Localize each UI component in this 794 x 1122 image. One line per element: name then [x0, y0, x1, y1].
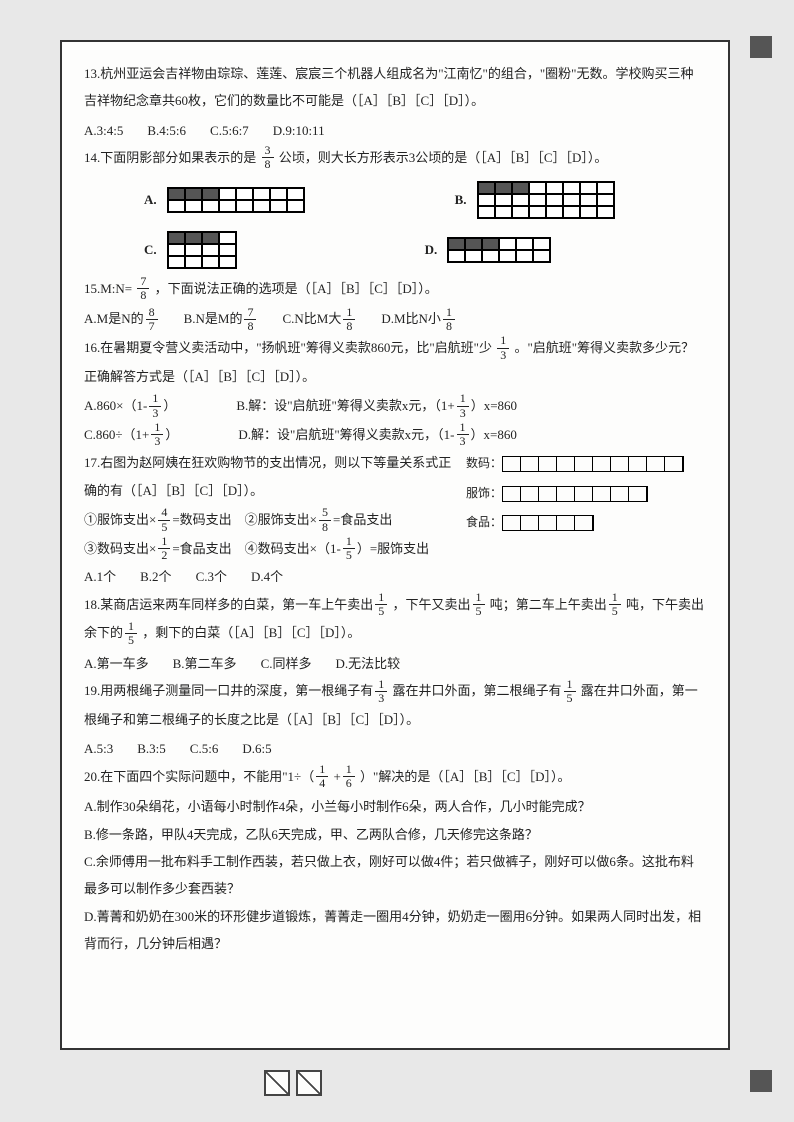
q17-bar2 [502, 486, 648, 502]
q18-A: A.第一车多 [84, 650, 149, 677]
q16-row1: A.860×（1-13） B.解：设"启航班"筹得义卖款x元，（1+13）x=8… [84, 392, 706, 421]
q20-D: D.菁菁和奶奶在300米的环形健步道锻炼，菁菁走一圈用4分钟，奶奶走一圈用6分钟… [84, 903, 706, 958]
q17-bar2-row: 服饰： [466, 479, 684, 506]
q14-A-label: A. [144, 192, 157, 208]
q17: 17.右图为赵阿姨在狂欢购物节的支出情况，则以下等量关系式正确的有（［A］［B］… [84, 449, 706, 504]
footer-box-2 [296, 1070, 322, 1096]
q17-bars: 数码： 服饰： 食品： [466, 449, 684, 535]
q16-frac: 13 [497, 334, 509, 361]
q15-A: A.M是N的87 [84, 305, 160, 334]
q17-D: D.4个 [251, 563, 283, 590]
q15-B: B.N是M的78 [184, 305, 259, 334]
footer-decoration [264, 1070, 322, 1096]
q16-D: D.解：设"启航班"筹得义卖款x元，（1-13）x=860 [238, 421, 516, 450]
page-frame: 13.杭州亚运会吉祥物由琮琮、莲莲、宸宸三个机器人组成名为"江南忆"的组合，"圈… [60, 40, 730, 1050]
q17-A: A.1个 [84, 563, 116, 590]
q13: 13.杭州亚运会吉祥物由琮琮、莲莲、宸宸三个机器人组成名为"江南忆"的组合，"圈… [84, 60, 706, 115]
q17-bar1 [502, 456, 684, 472]
q14-frac: 38 [262, 144, 274, 171]
q18: 18.某商店运来两车同样多的白菜，第一车上午卖出15 ，下午又卖出15 吨；第二… [84, 591, 706, 648]
q16-a: 16.在暑期夏令营义卖活动中，"扬帆班"筹得义卖款860元，比"启航班"少 [84, 340, 492, 355]
q20: 20.在下面四个实际问题中，不能用"1÷（14 +16 ）"解决的是（［A］［B… [84, 763, 706, 792]
q16-row2: C.860÷（1+13） D.解：设"启航班"筹得义卖款x元，（1-13）x=8… [84, 421, 706, 450]
q14-B-label: B. [455, 192, 467, 208]
q15-D: D.M比N小18 [381, 305, 457, 334]
q18-C: C.同样多 [261, 650, 312, 677]
q15-C: C.N比M大18 [282, 305, 357, 334]
q15: 15.M:N= 78 ，下面说法正确的选项是（［A］［B］［C］［D］）。 [84, 275, 706, 304]
q17-options: A.1个 B.2个 C.3个 D.4个 [84, 563, 706, 590]
q13-options: A.3:4:5 B.4:5:6 C.5:6:7 D.9:10:11 [84, 117, 706, 144]
q13-A: A.3:4:5 [84, 117, 123, 144]
q14-C-wrap: C. [144, 231, 237, 269]
q14-a: 14.下面阴影部分如果表示的是 [84, 150, 256, 165]
q14: 14.下面阴影部分如果表示的是 38 公顷，则大长方形表示3公顷的是（［A］［B… [84, 144, 706, 173]
q16-B: B.解：设"启航班"筹得义卖款x元，（1+13）x=860 [236, 392, 517, 421]
q20-A: A.制作30朵绢花，小语每小时制作4朵，小兰每小时制作6朵，两人合作，几小时能完… [84, 793, 706, 820]
q17-text: 17.右图为赵阿姨在狂欢购物节的支出情况，则以下等量关系式正确的有（［A］［B］… [84, 449, 464, 504]
q14-grid-D [447, 237, 551, 263]
q14-row2: C. D. [114, 225, 706, 275]
footer-box-1 [264, 1070, 290, 1096]
q15-frac: 78 [137, 275, 149, 302]
q17-bar3 [502, 515, 594, 531]
q19-B: B.3:5 [137, 735, 166, 762]
q14-B-wrap: B. [455, 181, 615, 219]
q13-D: D.9:10:11 [273, 117, 325, 144]
q15-options: A.M是N的87 B.N是M的78 C.N比M大18 D.M比N小18 [84, 305, 706, 334]
q17-l2: 服饰： [466, 486, 502, 500]
q19-C: C.5:6 [190, 735, 219, 762]
q13-B: B.4:5:6 [147, 117, 186, 144]
q14-D-label: D. [425, 242, 438, 258]
q19: 19.用两根绳子测量同一口井的深度，第一根绳子有13 露在井口外面，第二根绳子有… [84, 677, 706, 733]
q17-s2: ③数码支出×12=食品支出 ④数码支出×（1-15）=服饰支出 [84, 535, 706, 564]
q14-row1: A. B. [114, 175, 706, 225]
q14-grid-B [477, 181, 615, 219]
q15-pre: 15.M:N= [84, 281, 132, 296]
q20-B: B.修一条路，甲队4天完成，乙队6天完成，甲、乙两队合修，几天修完这条路？ [84, 821, 706, 848]
corner-decoration-br [750, 1070, 772, 1092]
q19-A: A.5:3 [84, 735, 113, 762]
q19-options: A.5:3 B.3:5 C.5:6 D.6:5 [84, 735, 706, 762]
q14-C-label: C. [144, 242, 157, 258]
q17-l3: 食品： [466, 515, 502, 529]
q17-l1: 数码： [466, 456, 502, 470]
q14-D-wrap: D. [425, 231, 552, 269]
corner-decoration-tr [750, 36, 772, 58]
q15-suf: ，下面说法正确的选项是（［A］［B］［C］［D］）。 [155, 281, 438, 296]
q20-C: C.余师傅用一批布料手工制作西装，若只做上衣，刚好可以做4件；若只做裤子，刚好可… [84, 848, 706, 903]
q18-B: B.第二车多 [173, 650, 237, 677]
q14-grid-C [167, 231, 237, 269]
q13-C: C.5:6:7 [210, 117, 249, 144]
q18-options: A.第一车多 B.第二车多 C.同样多 D.无法比较 [84, 650, 706, 677]
q16: 16.在暑期夏令营义卖活动中，"扬帆班"筹得义卖款860元，比"启航班"少 13… [84, 334, 706, 390]
q13-text: 13.杭州亚运会吉祥物由琮琮、莲莲、宸宸三个机器人组成名为"江南忆"的组合，"圈… [84, 66, 693, 108]
q14-grid-A [167, 187, 305, 213]
q17-B: B.2个 [140, 563, 171, 590]
q17-C: C.3个 [196, 563, 227, 590]
q19-D: D.6:5 [242, 735, 271, 762]
q14-b: 公顷，则大长方形表示3公顷的是（［A］［B］［C］［D］）。 [279, 150, 608, 165]
q17-bar1-row: 数码： [466, 449, 684, 476]
q17-bar3-row: 食品： [466, 508, 684, 535]
q16-A: A.860×（1-13） [84, 392, 176, 421]
q16-C: C.860÷（1+13） [84, 421, 178, 450]
q14-A-wrap: A. [144, 181, 305, 219]
q18-D: D.无法比较 [335, 650, 400, 677]
